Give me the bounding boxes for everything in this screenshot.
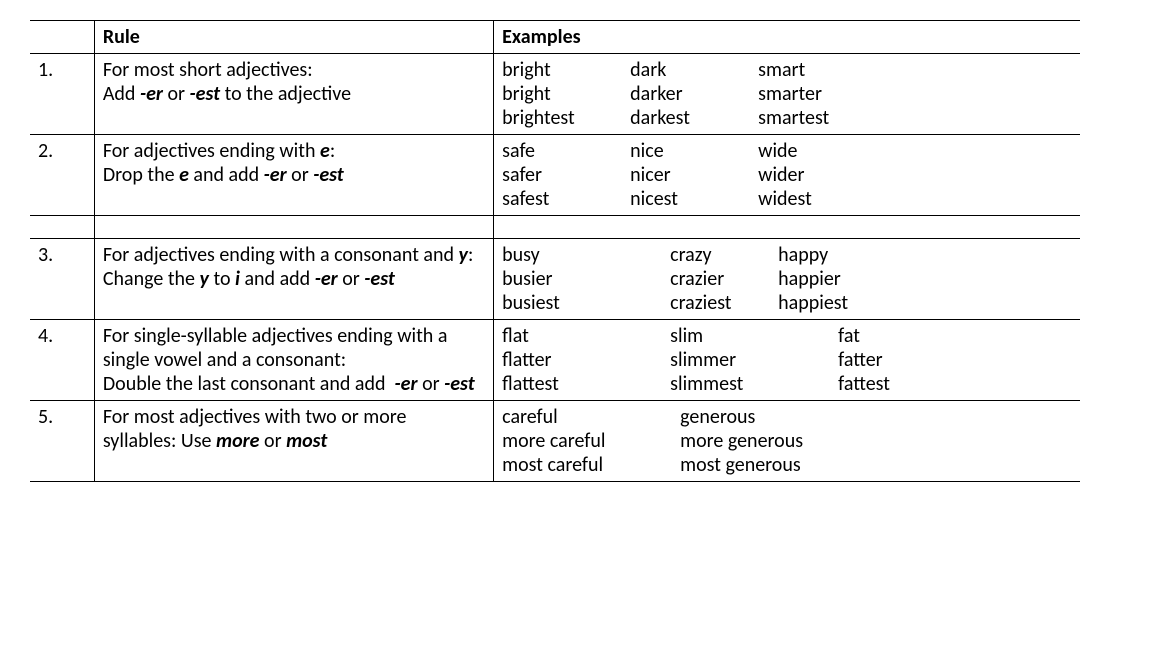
table-row: 2.For adjectives ending with e:Drop the … (30, 135, 1080, 216)
example-word: widest (758, 187, 868, 211)
example-word: brightest (502, 106, 612, 130)
example-word: flatter (502, 348, 652, 372)
example-word: fatter (838, 348, 938, 372)
example-word: more careful (502, 429, 662, 453)
example-word: wider (758, 163, 868, 187)
example-word: most careful (502, 453, 662, 477)
example-word: nicer (630, 163, 740, 187)
example-word: darker (630, 82, 740, 106)
examples-cell: careful generous more careful more generous… (494, 401, 1080, 482)
example-word: bright (502, 58, 612, 82)
rule-text: For adjectives ending with a consonant a… (94, 239, 493, 320)
example-word: nicest (630, 187, 740, 211)
table-row: 5.For most adjectives with two or more s… (30, 401, 1080, 482)
row-number: 3. (30, 239, 94, 320)
example-word: bright (502, 82, 612, 106)
example-word: busy (502, 243, 652, 267)
examples-cell: bright dark smart bright darker smarter bright… (494, 54, 1080, 135)
example-word: safe (502, 139, 612, 163)
rule-text: For single-syllable adjectives ending wi… (94, 320, 493, 401)
grammar-rules-table: Rule Examples 1.For most short adjective… (30, 20, 1080, 482)
row-number: 4. (30, 320, 94, 401)
example-word: happy (778, 243, 878, 267)
gap-row (30, 216, 1080, 239)
example-word: nice (630, 139, 740, 163)
example-word: safest (502, 187, 612, 211)
example-word: busiest (502, 291, 652, 315)
example-word: slimmest (670, 372, 820, 396)
header-examples: Examples (494, 21, 1080, 54)
example-word: busier (502, 267, 652, 291)
header-blank (30, 21, 94, 54)
example-word: happier (778, 267, 878, 291)
example-word: smart (758, 58, 868, 82)
example-word: careful (502, 405, 662, 429)
example-word: craziest (670, 291, 760, 315)
table-header-row: Rule Examples (30, 21, 1080, 54)
rule-text: For most adjectives with two or more syl… (94, 401, 493, 482)
example-word: fattest (838, 372, 938, 396)
example-word: slimmer (670, 348, 820, 372)
example-word: generous (680, 405, 880, 429)
example-word: crazy (670, 243, 760, 267)
example-word: smartest (758, 106, 868, 130)
examples-cell: busy crazy happy busier crazier happier busies… (494, 239, 1080, 320)
example-word: happiest (778, 291, 878, 315)
example-word: darkest (630, 106, 740, 130)
table-row: 3.For adjectives ending with a consonant… (30, 239, 1080, 320)
rule-text: For most short adjectives:Add -er or -es… (94, 54, 493, 135)
examples-cell: flat slimfat flatter slimmer fatter flattest s… (494, 320, 1080, 401)
example-word: flat (502, 324, 652, 348)
example-word: slim (670, 324, 820, 348)
examples-cell: safe nice wide safer nicer wider safest nicestw… (494, 135, 1080, 216)
example-word: fat (838, 324, 938, 348)
row-number: 2. (30, 135, 94, 216)
example-word: most generous (680, 453, 880, 477)
rule-text: For adjectives ending with e:Drop the e … (94, 135, 493, 216)
example-word: wide (758, 139, 868, 163)
table-row: 4.For single-syllable adjectives ending … (30, 320, 1080, 401)
example-word: smarter (758, 82, 868, 106)
example-word: dark (630, 58, 740, 82)
example-word: safer (502, 163, 612, 187)
example-word: more generous (680, 429, 880, 453)
row-number: 5. (30, 401, 94, 482)
row-number: 1. (30, 54, 94, 135)
example-word: crazier (670, 267, 760, 291)
table-row: 1.For most short adjectives:Add -er or -… (30, 54, 1080, 135)
header-rule: Rule (94, 21, 493, 54)
example-word: flattest (502, 372, 652, 396)
